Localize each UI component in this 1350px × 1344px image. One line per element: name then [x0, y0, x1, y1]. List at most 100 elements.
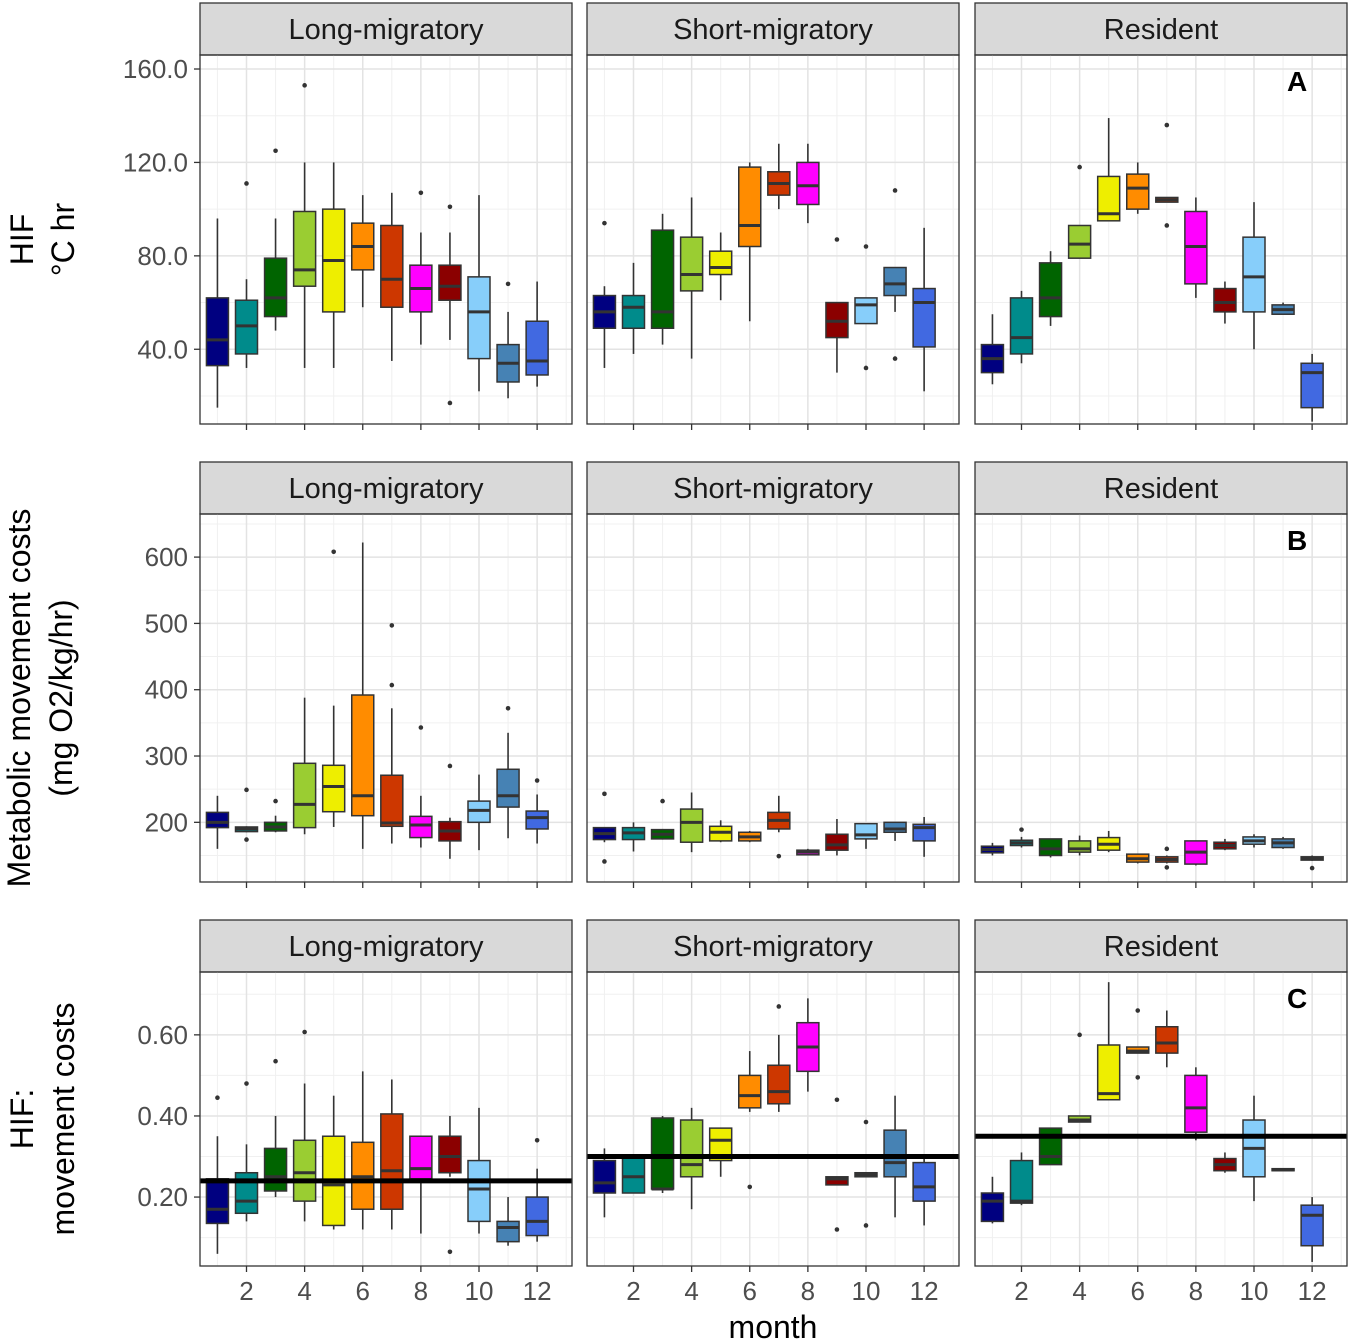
outlier-point — [747, 1184, 753, 1190]
panel-border — [199, 513, 573, 883]
box-month-4 — [679, 1107, 704, 1210]
box-iqr — [825, 833, 849, 851]
panel-b-resident: Resident B — [974, 461, 1348, 888]
panel-border — [974, 971, 1348, 1267]
box-iqr — [883, 1129, 907, 1178]
box-iqr — [525, 1196, 549, 1237]
box-iqr — [1009, 297, 1034, 355]
box-month-12 — [912, 227, 936, 392]
box-iqr — [1213, 287, 1237, 313]
box-iqr — [621, 294, 646, 329]
box-iqr — [912, 287, 936, 348]
outlier-point — [505, 281, 511, 287]
box-month-5 — [1096, 982, 1121, 1101]
box-month-10 — [1242, 834, 1266, 848]
box-month-12 — [1300, 855, 1324, 871]
panel-letter: C — [1287, 983, 1307, 1014]
box-month-11 — [1271, 1167, 1295, 1172]
outlier-point — [1164, 223, 1170, 228]
x-tick-label: 6 — [356, 1276, 370, 1306]
outlier-point — [834, 237, 840, 242]
outlier-point — [1077, 1032, 1082, 1038]
box-month-9 — [438, 1115, 462, 1255]
panel-border — [586, 54, 960, 425]
outlier-point — [1309, 865, 1315, 871]
box-iqr — [467, 1159, 491, 1223]
box-iqr — [708, 250, 733, 276]
box-iqr — [1155, 1025, 1179, 1054]
y-axis-title-line: HIF: — [4, 1089, 40, 1149]
outlier-point — [389, 682, 395, 688]
outlier-point — [273, 798, 278, 804]
outlier-point — [302, 83, 307, 88]
facet-strip-label: Short-migratory — [673, 931, 873, 963]
outlier-point — [1164, 865, 1170, 870]
outlier-point — [602, 859, 607, 864]
y-axis-title-line: Metabolic movement costs — [1, 509, 37, 888]
box-month-2 — [1009, 290, 1034, 364]
gridlines — [587, 514, 959, 882]
box-month-7 — [767, 143, 791, 210]
box-month-3 — [650, 798, 675, 840]
box-month-7 — [767, 795, 791, 859]
box-month-7 — [1155, 1010, 1179, 1068]
x-tick-label: 10 — [852, 1276, 881, 1306]
y-tick-label: 0.40 — [137, 1101, 188, 1131]
outlier-point — [1164, 846, 1170, 852]
box-month-11 — [883, 1095, 907, 1218]
box-month-3 — [1038, 838, 1063, 858]
box-month-10 — [467, 774, 491, 851]
box-month-6 — [738, 1051, 762, 1190]
facet-strip — [586, 2, 960, 56]
box-month-12 — [912, 1156, 936, 1226]
y-tick-label: 200 — [145, 807, 188, 837]
box-month-7 — [380, 623, 404, 844]
gridlines — [975, 514, 1347, 882]
box-month-6 — [351, 195, 375, 308]
outlier-point — [1135, 1008, 1141, 1013]
outlier-point — [302, 1029, 307, 1035]
box-iqr — [496, 768, 520, 808]
outlier-point — [660, 798, 665, 804]
box-month-10 — [854, 244, 878, 371]
box-iqr — [1096, 1044, 1121, 1101]
panel-border — [199, 54, 573, 425]
box-iqr — [679, 236, 704, 292]
outlier-point — [863, 244, 869, 249]
y-tick-label: 600 — [145, 542, 188, 572]
box-iqr — [1038, 838, 1063, 857]
outlier-point — [447, 763, 453, 769]
box-month-5 — [708, 820, 733, 843]
box-month-8 — [1184, 840, 1208, 866]
box-month-1 — [980, 842, 1005, 856]
outlier-point — [534, 778, 540, 783]
x-tick-label: 10 — [1240, 1276, 1269, 1306]
box-iqr — [650, 229, 675, 329]
box-iqr — [525, 320, 549, 376]
box-month-8 — [796, 998, 820, 1092]
box-month-4 — [1067, 835, 1092, 856]
outlier-point — [244, 181, 249, 186]
box-month-8 — [1184, 1067, 1208, 1141]
box-iqr — [825, 1176, 849, 1186]
y-tick-label: 500 — [145, 608, 188, 638]
box-month-1 — [980, 1176, 1005, 1224]
box-iqr — [380, 224, 404, 308]
box-iqr — [292, 1139, 317, 1202]
panel-b-long-migratory: Long-migratory — [199, 461, 573, 888]
x-axis-title: month — [729, 1309, 818, 1344]
box-iqr — [205, 811, 230, 829]
gridlines — [587, 55, 959, 424]
facet-strip — [974, 919, 1348, 973]
outlier-point — [776, 1004, 782, 1009]
box-iqr — [767, 1064, 791, 1105]
panel-a-short-migratory: Short-migratory — [586, 2, 960, 430]
box-iqr — [1038, 262, 1063, 318]
box-iqr — [263, 1147, 288, 1192]
box-month-6 — [351, 542, 375, 849]
facet-strip — [199, 2, 573, 56]
panel-a-resident: Resident A — [974, 2, 1348, 430]
box-month-4 — [679, 792, 704, 853]
box-month-4 — [679, 197, 704, 359]
outlier-point — [244, 837, 249, 842]
